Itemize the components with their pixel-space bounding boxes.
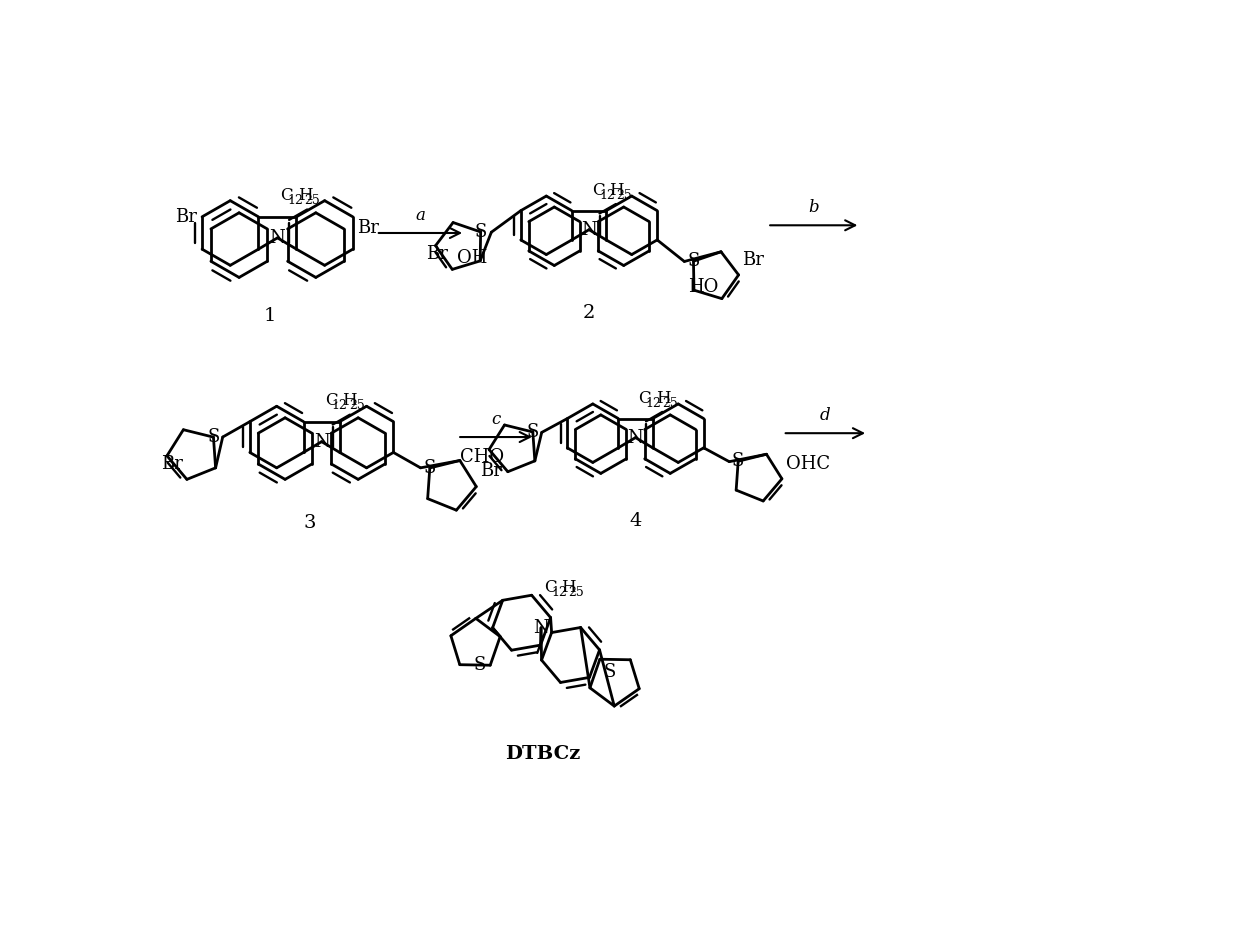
Text: 4: 4 xyxy=(630,512,641,530)
Text: N: N xyxy=(269,229,285,247)
Text: S: S xyxy=(732,453,744,471)
Text: S: S xyxy=(687,252,699,270)
Text: OHC: OHC xyxy=(786,455,830,473)
Text: Br: Br xyxy=(480,462,502,480)
Text: 3: 3 xyxy=(304,514,316,532)
Text: H: H xyxy=(562,579,575,596)
Text: H: H xyxy=(342,392,356,409)
Text: C: C xyxy=(544,579,557,596)
Text: S: S xyxy=(424,459,436,477)
Text: H: H xyxy=(609,182,624,199)
Text: 12: 12 xyxy=(646,397,661,410)
Text: S: S xyxy=(527,423,539,441)
Text: Br: Br xyxy=(161,456,184,474)
Text: 25: 25 xyxy=(348,400,365,412)
Text: c: c xyxy=(491,411,501,428)
Text: 1: 1 xyxy=(264,308,275,326)
Text: b: b xyxy=(808,199,820,216)
Text: DTBCz: DTBCz xyxy=(505,745,580,763)
Text: S: S xyxy=(474,656,486,674)
Text: 12: 12 xyxy=(599,189,615,202)
Text: 25: 25 xyxy=(568,585,584,599)
Text: N: N xyxy=(582,221,596,239)
Text: d: d xyxy=(820,407,831,424)
Text: 12: 12 xyxy=(332,400,347,412)
Text: Br: Br xyxy=(176,207,197,225)
Text: S: S xyxy=(475,223,487,241)
Text: 25: 25 xyxy=(662,397,678,410)
Text: H: H xyxy=(656,390,671,407)
Text: Br: Br xyxy=(427,245,449,263)
Text: 2: 2 xyxy=(583,304,595,322)
Text: S: S xyxy=(207,428,219,446)
Text: C: C xyxy=(280,187,293,204)
Text: OH: OH xyxy=(458,249,487,267)
Text: C: C xyxy=(593,182,605,199)
Text: Br: Br xyxy=(357,219,379,237)
Text: 12: 12 xyxy=(551,585,567,599)
Text: N: N xyxy=(533,618,549,636)
Text: HO: HO xyxy=(688,278,719,296)
Text: 12: 12 xyxy=(288,194,304,207)
Text: a: a xyxy=(415,206,425,223)
Text: S: S xyxy=(604,663,616,681)
Text: 25: 25 xyxy=(616,189,632,202)
Text: N: N xyxy=(627,429,644,447)
Text: 25: 25 xyxy=(305,194,320,207)
Text: CHO: CHO xyxy=(460,448,503,466)
Text: C: C xyxy=(325,392,337,409)
Text: Br: Br xyxy=(743,251,764,269)
Text: C: C xyxy=(639,390,651,407)
Text: H: H xyxy=(298,187,312,204)
Text: N: N xyxy=(314,433,330,451)
